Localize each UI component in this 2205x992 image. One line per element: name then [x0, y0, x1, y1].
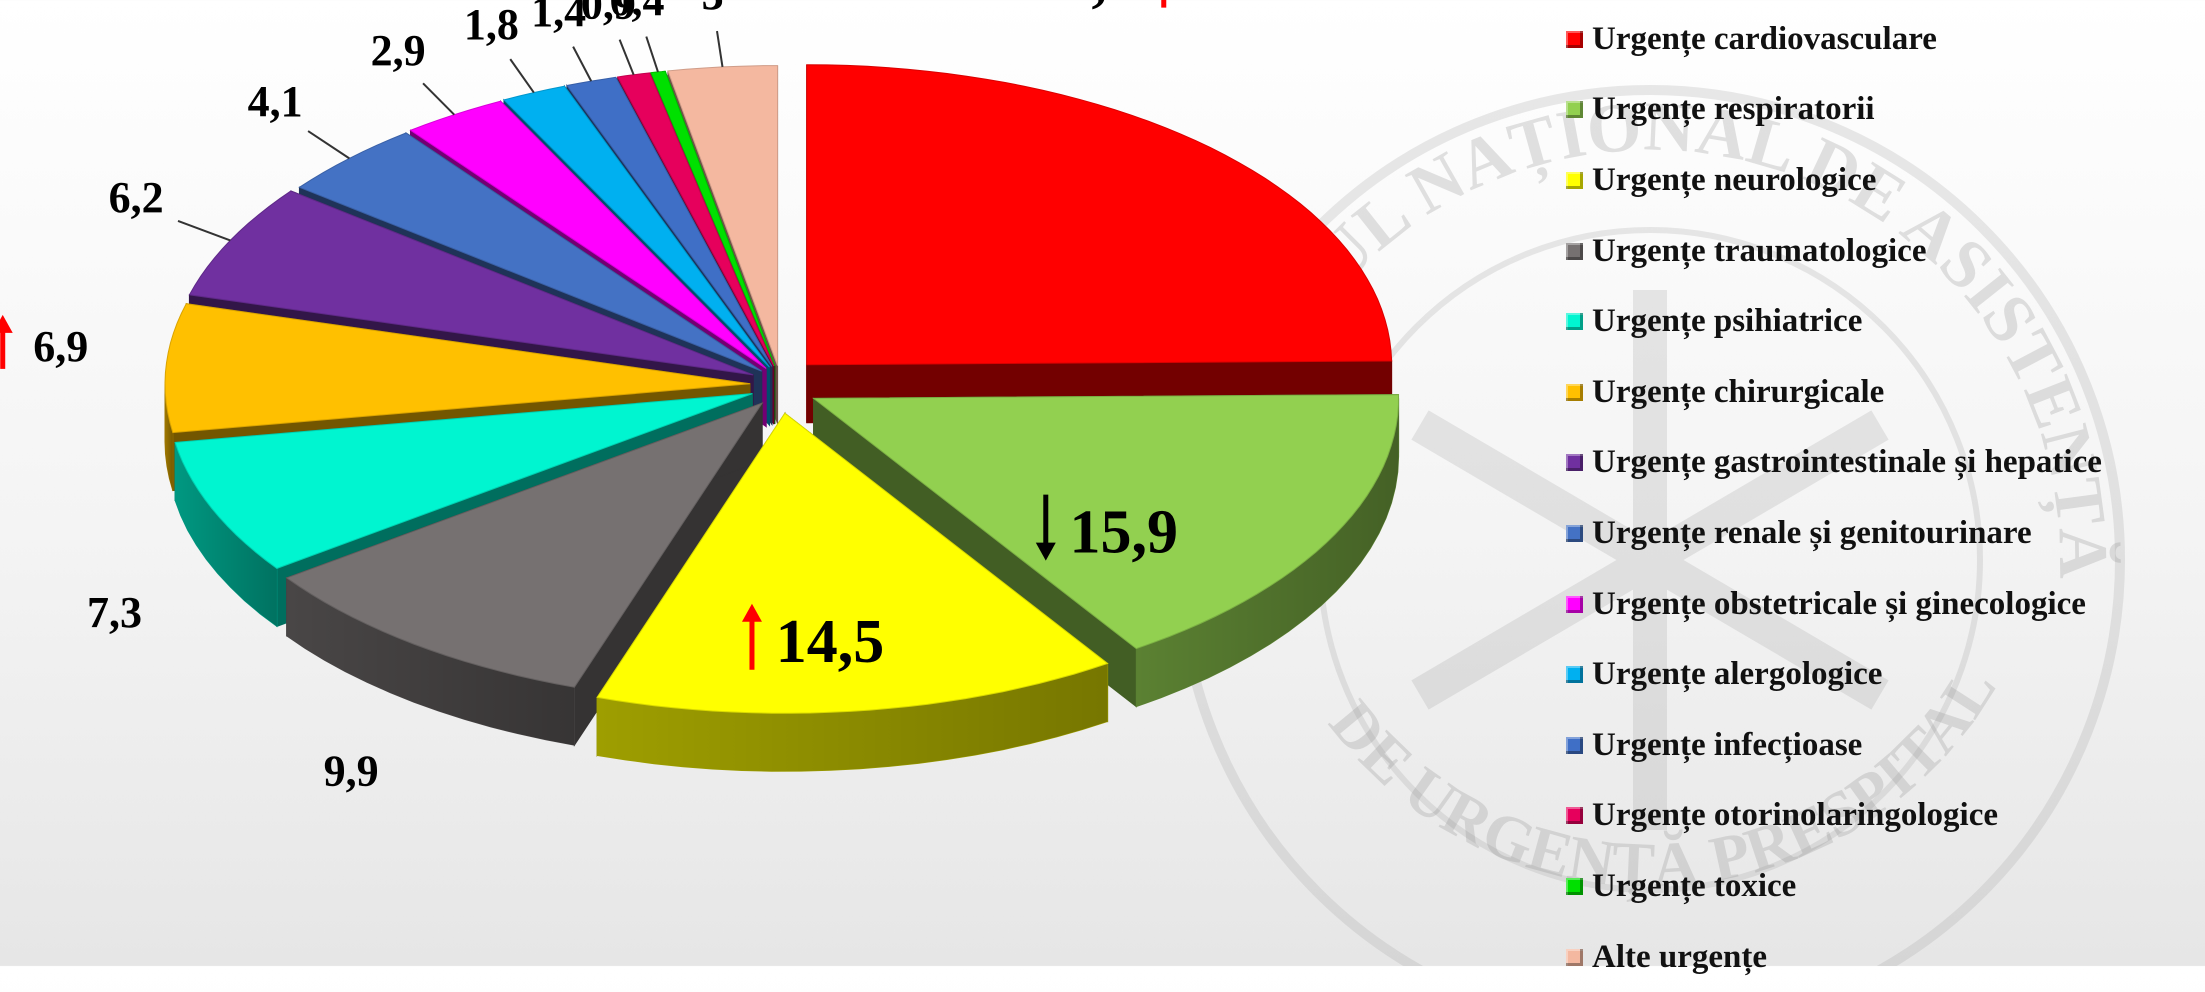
legend-label-10: Urgențe alergologice [1592, 656, 1883, 693]
data-labels: 24,8 15,9 14,5 9,9 7,3 6,9 6,2 4,1 2,9 1,8 1,40,90… [0, 0, 1178, 795]
legend-item-7: Urgențe gastrointestinale și hepatice [1566, 428, 2205, 499]
data-label-9: 2,9 [371, 26, 426, 75]
leader-line-9 [422, 82, 455, 116]
legend-swatch-4 [1566, 242, 1583, 260]
legend-item-8: Urgențe renale și genitourinare [1566, 498, 2205, 569]
trend-arrow-up-6-icon [0, 314, 13, 369]
leader-lines [177, 30, 724, 242]
legend-label-14: Alte urgențe [1592, 938, 1768, 975]
data-label-3: 14,5 [776, 608, 885, 676]
legend-swatch-9 [1566, 595, 1583, 613]
legend: Urgențe cardiovasculare Urgențe respirato… [1566, 4, 2205, 992]
legend-label-12: Urgențe otorinolaringologice [1592, 797, 1998, 834]
leader-line-8 [307, 130, 350, 160]
legend-item-9: Urgențe obstetricale și ginecologice [1566, 569, 2205, 640]
legend-item-6: Urgențe chirurgicale [1566, 357, 2205, 428]
data-label-4: 9,9 [324, 746, 379, 795]
legend-swatch-13 [1566, 877, 1583, 895]
legend-label-11: Urgențe infecțioase [1592, 726, 1863, 763]
legend-label-1: Urgențe cardiovasculare [1592, 20, 1937, 57]
leader-line-14 [716, 30, 724, 68]
leader-line-11 [572, 46, 593, 82]
leader-line-7 [177, 220, 231, 242]
data-label-12: 0,9 [581, 0, 636, 28]
data-label-11: 1,4 [531, 0, 586, 36]
data-label-14: 3 [702, 0, 724, 19]
pie-slice-4 [285, 401, 764, 747]
data-label-13: 0,4 [609, 0, 664, 25]
legend-item-2: Urgențe respiratorii [1566, 75, 2205, 146]
legend-swatch-1 [1566, 30, 1583, 48]
pie-chart: CENTRUL NAȚIONAL DE ASISTENȚĂ MEDICALĂ D… [0, 0, 2125, 966]
legend-swatch-2 [1566, 101, 1583, 119]
legend-item-4: Urgențe traumatologice [1566, 216, 2205, 287]
legend-item-11: Urgențe infecțioase [1566, 710, 2205, 781]
legend-item-13: Urgențe toxice [1566, 851, 2205, 922]
legend-swatch-10 [1566, 666, 1583, 684]
legend-label-5: Urgențe psihiatrice [1592, 303, 1863, 340]
legend-swatch-12 [1566, 807, 1583, 825]
pie-slice-3 [596, 411, 1109, 772]
data-label-6: 6,9 [33, 322, 88, 371]
leader-line-10 [509, 58, 535, 94]
legend-label-8: Urgențe renale și genitourinare [1592, 514, 2032, 551]
pie-slices [164, 64, 1400, 772]
legend-swatch-11 [1566, 736, 1583, 754]
legend-item-1: Urgențe cardiovasculare [1566, 4, 2205, 75]
legend-item-14: Alte urgențe [1566, 922, 2205, 992]
data-label-1: 24,8 [1030, 0, 1139, 14]
legend-swatch-5 [1566, 313, 1583, 331]
legend-swatch-14 [1566, 948, 1583, 966]
legend-swatch-7 [1566, 454, 1583, 472]
legend-item-10: Urgențe alergologice [1566, 639, 2205, 710]
legend-swatch-8 [1566, 524, 1583, 542]
legend-swatch-6 [1566, 383, 1583, 401]
leader-line-13 [645, 36, 659, 73]
legend-label-7: Urgențe gastrointestinale și hepatice [1592, 444, 2102, 481]
data-label-7: 6,2 [109, 173, 164, 222]
legend-label-6: Urgențe chirurgicale [1592, 373, 1885, 410]
trend-arrow-up-1-icon [1161, 0, 1167, 8]
trend-arrow-down-2-icon [1035, 494, 1056, 561]
trend-arrow-up-3-icon [741, 603, 762, 670]
legend-item-12: Urgențe otorinolaringologice [1566, 781, 2205, 852]
legend-label-3: Urgențe neurologice [1592, 161, 1877, 198]
legend-item-3: Urgențe neurologice [1566, 145, 2205, 216]
legend-item-5: Urgențe psihiatrice [1566, 286, 2205, 357]
legend-label-13: Urgențe toxice [1592, 867, 1797, 904]
data-label-8: 4,1 [248, 77, 303, 126]
leader-line-12 [618, 39, 635, 76]
data-label-10: 1,8 [464, 0, 519, 49]
data-label-2: 15,9 [1070, 499, 1179, 567]
pie-slice-1 [806, 64, 1393, 424]
legend-swatch-3 [1566, 171, 1583, 189]
legend-label-2: Urgențe respiratorii [1592, 91, 1875, 128]
data-label-5: 7,3 [87, 588, 142, 637]
legend-label-9: Urgențe obstetricale și ginecologice [1592, 585, 2086, 622]
legend-label-4: Urgențe traumatologice [1592, 232, 1927, 269]
